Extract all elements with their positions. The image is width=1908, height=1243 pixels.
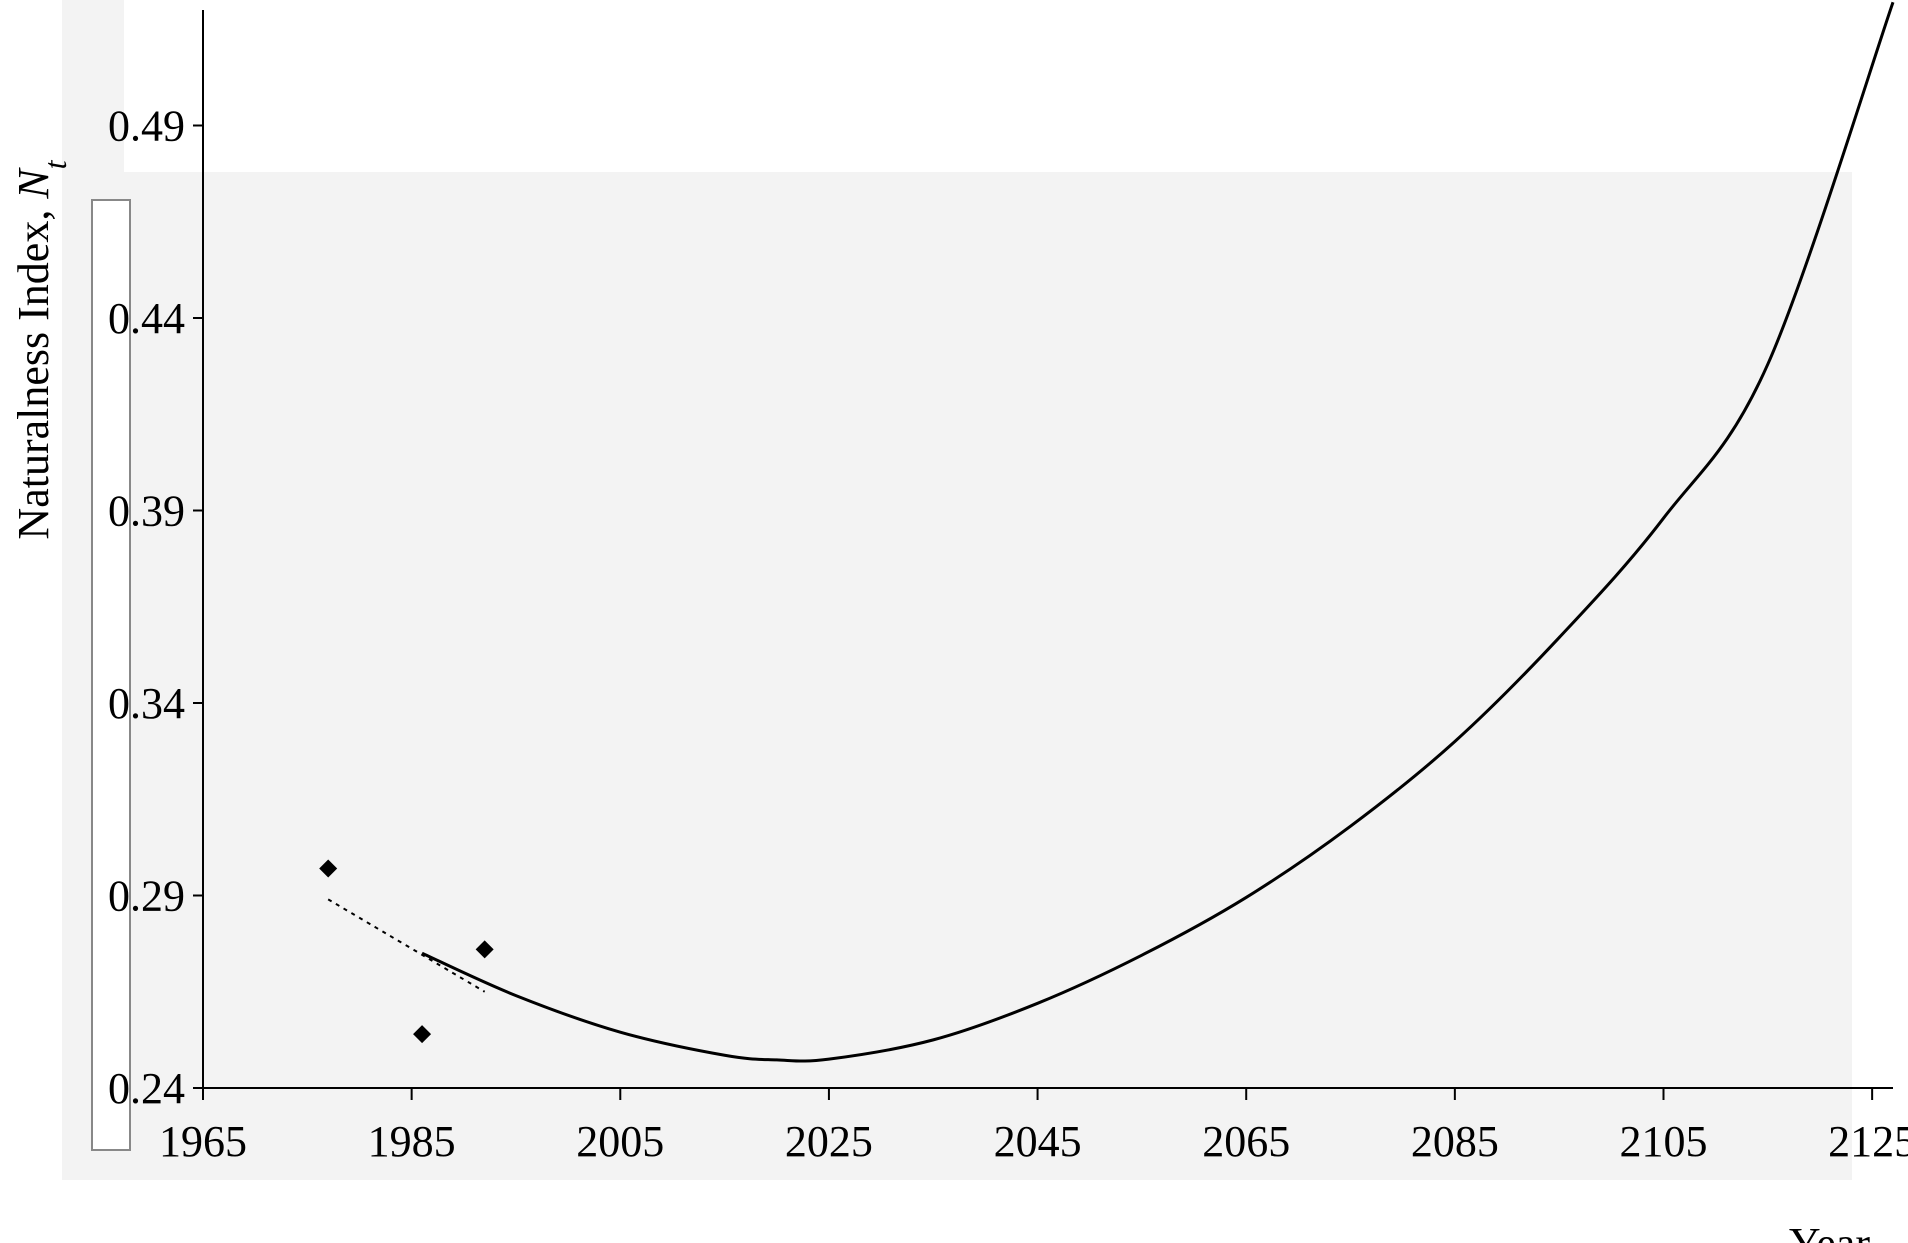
data-point [413,1025,432,1044]
y-axis-title-subscript: t [37,159,73,169]
x-tick-label: 2045 [994,1117,1082,1166]
x-tick-label: 2125 [1828,1117,1908,1166]
series-layer [319,1,1895,1063]
y-tick-label: 0.29 [108,872,185,921]
x-tick-label: 2005 [576,1117,664,1166]
background-band-main [62,172,1852,1180]
y-tick-label: 0.34 [108,679,185,728]
y-tick-label: 0.49 [108,102,185,151]
y-ticks: 0.24 0.29 0.34 0.39 0.44 0.49 [108,102,203,1113]
x-tick-label: 2105 [1619,1117,1707,1166]
x-axis-title: Year [1789,1219,1870,1243]
data-point [475,940,494,959]
data-point [319,859,338,878]
x-tick-label: 2085 [1411,1117,1499,1166]
axes [202,10,1893,1089]
x-tick-label: 2025 [785,1117,873,1166]
x-tick-label: 1985 [368,1117,456,1166]
background-frame [91,199,131,1151]
x-ticks: 1965 1985 2005 2025 2045 2065 2085 2105 2125 [159,1088,1908,1166]
y-axis-title-symbol: N [9,167,58,200]
y-axis-title: Naturalness Index, Nt [9,159,73,539]
y-axis-title-text: Naturalness Index, [9,199,58,540]
fit-curve [421,1,1895,1063]
trend-line [327,898,486,993]
y-tick-label: 0.44 [108,294,185,343]
y-tick-label: 0.24 [108,1064,185,1113]
x-tick-label: 1965 [159,1117,247,1166]
x-tick-label: 2065 [1202,1117,1290,1166]
y-tick-label: 0.39 [108,487,185,536]
